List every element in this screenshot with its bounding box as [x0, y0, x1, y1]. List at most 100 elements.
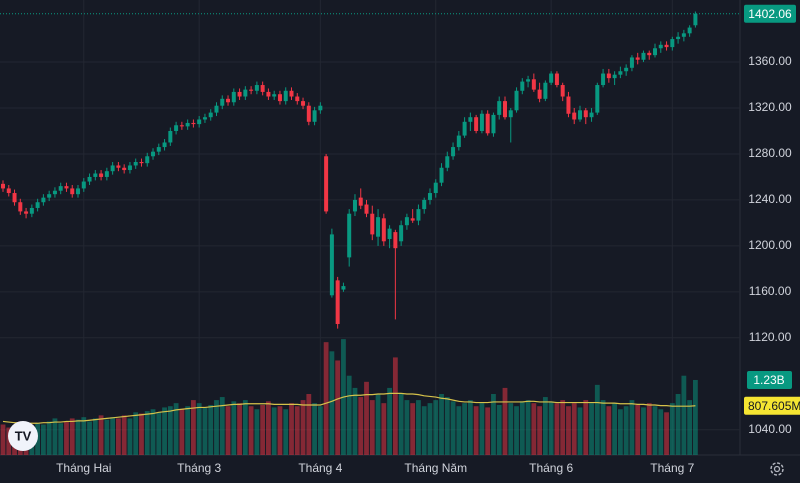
candle-body [381, 218, 386, 242]
y-tick-label: 1160.00 [749, 284, 792, 298]
volume-bar [219, 397, 225, 455]
volume-bar [479, 403, 485, 455]
candle-body [468, 117, 473, 122]
volume-bar [444, 397, 450, 455]
volume-bar [537, 406, 543, 455]
candle-body [451, 147, 456, 157]
y-tick-label: 1200.00 [748, 238, 792, 252]
candle-body [358, 197, 363, 206]
candle-body [526, 79, 531, 82]
candle-body [583, 110, 588, 118]
volume-bar [179, 409, 185, 455]
volume-bar [369, 400, 375, 455]
candle-body [416, 209, 421, 221]
last-price-box [744, 4, 796, 23]
volume-bar [52, 418, 58, 455]
volume-label-box [747, 370, 792, 389]
candle-body [185, 122, 190, 127]
candle-body [670, 39, 675, 48]
volume-bar [496, 404, 502, 455]
volume-bar [329, 351, 335, 455]
candle-body [543, 82, 548, 99]
candle-body [122, 167, 127, 171]
candle-body [531, 79, 536, 90]
candle-body [676, 36, 681, 40]
candle-body [81, 181, 86, 189]
candle-body [214, 105, 219, 113]
candle-body [445, 156, 450, 168]
volume-bar [525, 400, 531, 455]
volume-bar [231, 401, 237, 455]
x-tick-label: Tháng 3 [177, 461, 221, 475]
last-price-label: 1402.06 [748, 7, 792, 21]
candle-body [433, 182, 438, 194]
volume-bar [156, 412, 162, 455]
candle-body [35, 202, 40, 208]
settings-icon[interactable] [770, 462, 784, 476]
volume-bar [358, 397, 364, 455]
volume-bar [254, 409, 260, 455]
candle-body [47, 194, 52, 198]
volume-bar [116, 418, 121, 455]
volume-bar [306, 394, 312, 455]
candle-body [104, 171, 109, 177]
volume-bar [81, 417, 87, 455]
volume-bar [335, 360, 341, 455]
candle-body [29, 207, 34, 214]
candle-body [58, 186, 63, 191]
candle-body [243, 89, 248, 97]
volume-bar [456, 406, 462, 455]
svg-text:TV: TV [15, 428, 32, 443]
candle-body [399, 225, 404, 242]
volume-bar [237, 403, 242, 455]
volume-ma-line [2, 392, 696, 424]
candle-body [502, 101, 507, 118]
volume-bar [589, 403, 594, 455]
candle-body [12, 193, 17, 203]
volume-bar [664, 412, 669, 455]
candle-body [635, 57, 640, 60]
candle-body [191, 122, 196, 125]
candle-body [272, 94, 277, 97]
candle-body [601, 73, 606, 86]
candle-body [595, 85, 600, 113]
volume-bar [294, 406, 300, 455]
volume-bar [225, 406, 231, 455]
volume-bar [242, 400, 248, 455]
candle-body [301, 101, 306, 106]
volume-bar [58, 423, 64, 455]
candle-body [18, 202, 23, 212]
candle-body [87, 176, 92, 182]
tv-logo: TV [8, 421, 38, 451]
volume-bar [185, 406, 191, 455]
volume-bar [652, 406, 658, 455]
volume-bar [40, 424, 46, 455]
volume-bar [92, 418, 98, 455]
volume-bar [462, 403, 467, 455]
volume-bar [352, 387, 358, 455]
volume-bar [646, 403, 652, 455]
y-tick-label: 1360.00 [748, 54, 792, 68]
volume-bar [69, 418, 75, 455]
volume-bar [139, 413, 144, 455]
volume-bar [566, 406, 571, 455]
candle-body [197, 119, 202, 125]
candle-body [566, 96, 571, 114]
candle-body [456, 135, 461, 148]
volume-bar [196, 403, 202, 455]
volume-bar [502, 387, 508, 455]
volume-bar [635, 404, 641, 455]
volume-bar [398, 394, 404, 455]
candle-body [485, 113, 490, 134]
volume-bar [266, 401, 271, 455]
volume-bar [669, 403, 675, 455]
volume-label: 1.23B [753, 373, 784, 387]
volume-bar [600, 400, 606, 455]
volume-bar [542, 397, 548, 455]
candle-body [283, 90, 288, 102]
candle-body [612, 74, 617, 79]
volume-bar [439, 394, 444, 455]
candle-body [145, 156, 150, 164]
y-tick-label: 1240.00 [748, 192, 792, 206]
